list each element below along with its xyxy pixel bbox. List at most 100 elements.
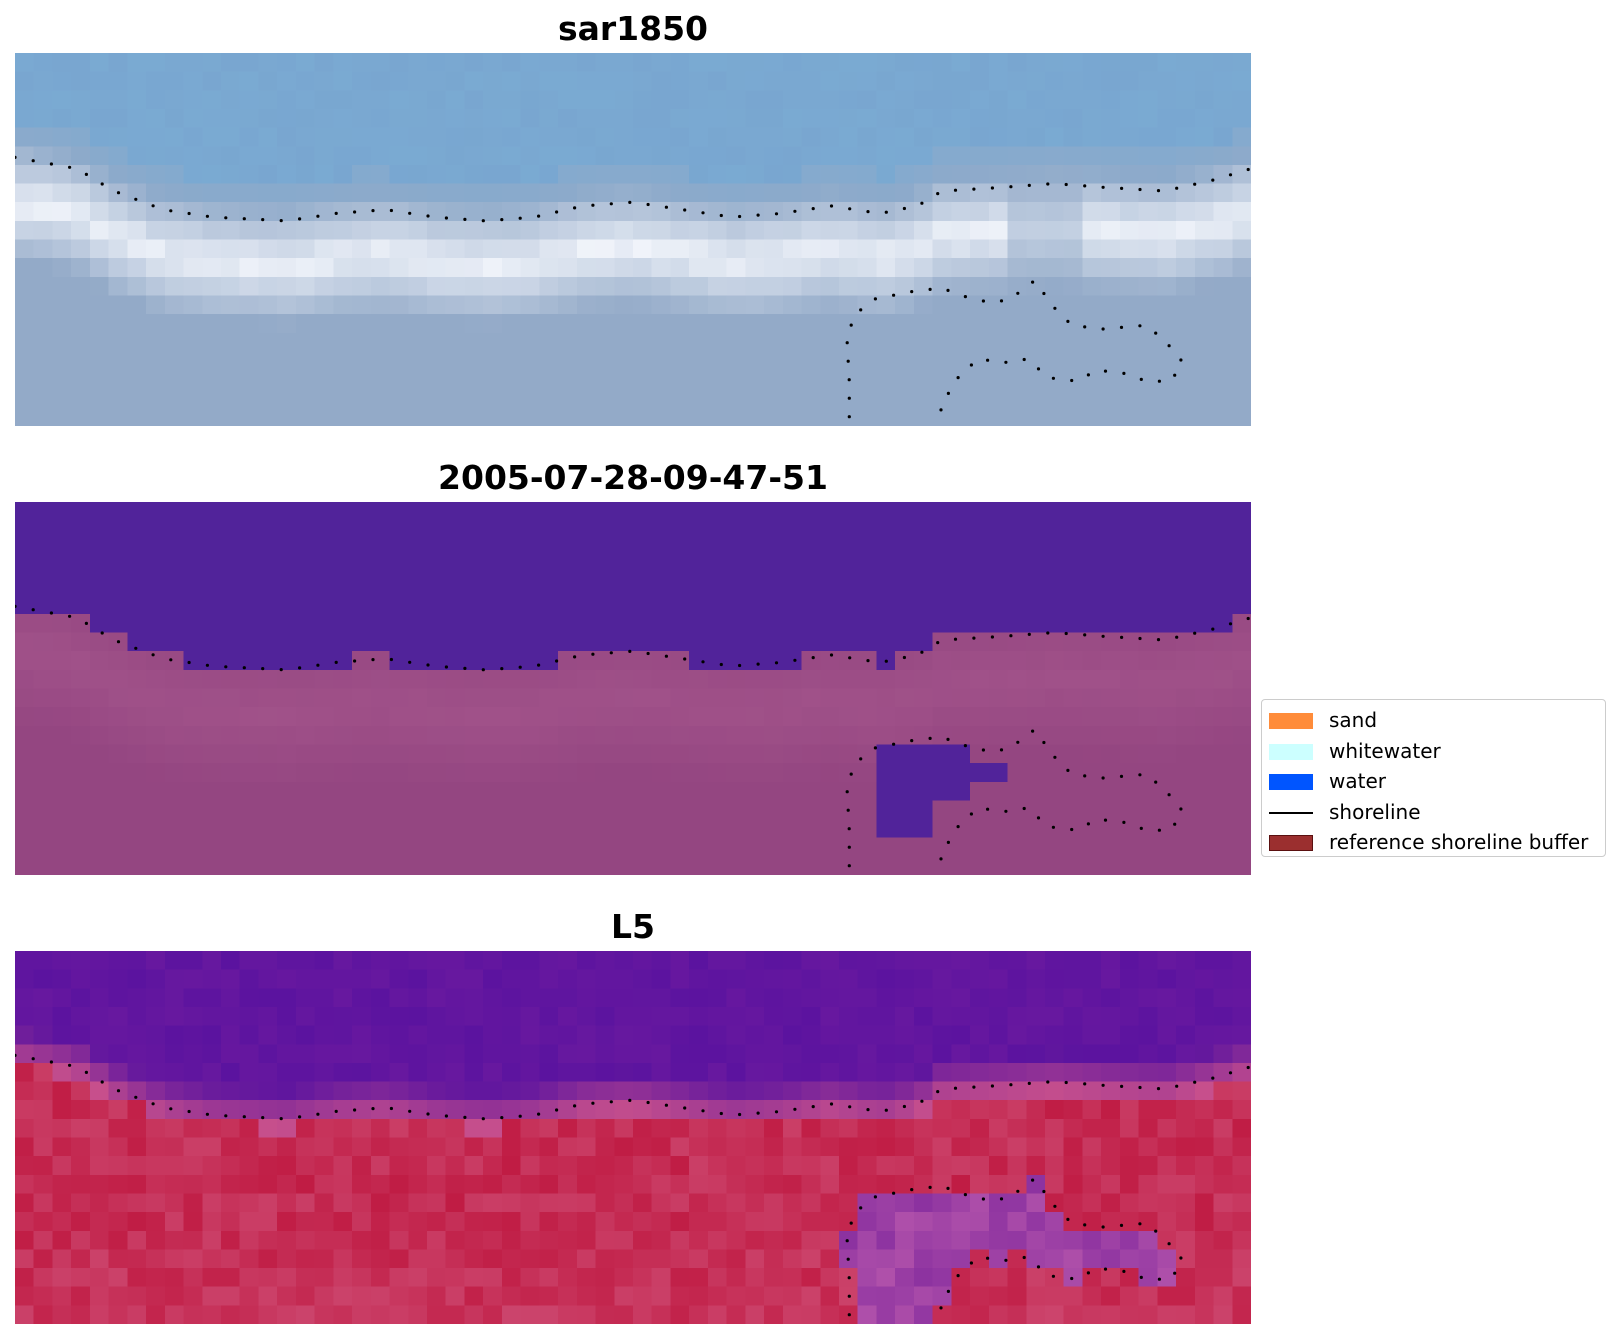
pixel-cell (127, 407, 147, 426)
shoreline-point (224, 665, 228, 669)
pixel-cell (352, 1305, 372, 1324)
pixel-cell (1045, 725, 1065, 746)
pixel-cell (876, 388, 896, 408)
pixel-cell (820, 1230, 840, 1250)
pixel-cell (670, 1062, 690, 1083)
pixel-cell (352, 763, 372, 783)
pixel-cell (857, 1062, 878, 1083)
pixel-cell (576, 576, 597, 596)
pixel-cell (202, 725, 222, 746)
pixel-cell (389, 856, 409, 875)
pixel-cell (1213, 1156, 1233, 1176)
shoreline-point (1173, 822, 1177, 826)
pixel-cell (651, 90, 672, 110)
pixel-cell (464, 988, 484, 1008)
pixel-cell (314, 613, 334, 634)
shoreline-point (1086, 822, 1090, 826)
pixel-cell (501, 1118, 522, 1139)
pixel-cell (1101, 856, 1121, 875)
pixel-cell (127, 183, 147, 203)
pixel-cell (558, 127, 578, 147)
pixel-cell (333, 1044, 353, 1064)
pixel-cell (221, 1137, 241, 1157)
pixel-cell (352, 1174, 372, 1195)
shoreline-point (537, 663, 541, 667)
pixel-cell (71, 744, 91, 764)
pixel-cell (1007, 239, 1027, 259)
pixel-cell (1007, 856, 1027, 875)
pixel-cell (614, 108, 634, 129)
pixel-cell (895, 520, 915, 540)
pixel-cell (445, 707, 466, 727)
pixel-cell (614, 164, 634, 185)
pixel-cell (1119, 725, 1140, 746)
pixel-cell (1176, 539, 1196, 559)
pixel-cell (314, 1081, 334, 1101)
pixel-cell (782, 951, 803, 971)
pixel-cell (445, 53, 466, 73)
pixel-cell (501, 1286, 522, 1306)
pixel-cell (221, 220, 241, 241)
pixel-cell (707, 613, 728, 634)
pixel-cell (108, 837, 128, 857)
pixel-cell (1119, 108, 1140, 129)
pixel-cell (408, 520, 428, 540)
pixel-cell (782, 613, 803, 634)
pixel-cell (520, 613, 540, 634)
pixel-cell (314, 258, 334, 278)
pixel-cell (857, 819, 878, 839)
pixel-cell (1138, 1249, 1158, 1269)
pixel-cell (558, 314, 578, 334)
pixel-cell (52, 669, 72, 690)
pixel-cell (89, 707, 110, 727)
pixel-cell (520, 239, 540, 259)
pixel-cell (71, 781, 91, 801)
pixel-cell (1213, 595, 1233, 615)
pixel-cell (1007, 744, 1027, 764)
pixel-cell (576, 725, 597, 746)
pixel-cell (614, 856, 634, 875)
pixel-cell (333, 295, 353, 315)
pixel-cell (633, 127, 653, 147)
pixel-cell (483, 1249, 503, 1269)
pixel-cell (501, 988, 522, 1008)
pixel-cell (988, 90, 1009, 110)
pixel-cell (71, 576, 91, 596)
pixel-cell (501, 1212, 522, 1232)
pixel-cell (1026, 239, 1046, 259)
pixel-cell (1063, 314, 1084, 334)
pixel-cell (183, 314, 203, 334)
pixel-cell (670, 669, 690, 690)
shoreline-point (1175, 1084, 1179, 1088)
pixel-cell (146, 819, 166, 839)
pixel-cell (595, 351, 615, 371)
pixel-cell (333, 800, 353, 820)
pixel-cell (127, 576, 147, 596)
pixel-cell (820, 595, 840, 615)
pixel-cell (464, 332, 484, 352)
pixel-cell (895, 1249, 915, 1269)
pixel-cell (33, 351, 54, 371)
pixel-cell (1063, 502, 1084, 522)
pixel-cell (389, 669, 409, 690)
pixel-cell (1101, 146, 1121, 166)
pixel-cell (576, 502, 597, 522)
pixel-cell (164, 1249, 185, 1269)
pixel-cell (146, 351, 166, 371)
pixel-cell (277, 1212, 297, 1232)
shoreline-point (1036, 816, 1041, 820)
shoreline-point (298, 666, 302, 670)
pixel-cell (1194, 856, 1215, 875)
pixel-cell (389, 1006, 409, 1027)
pixel-cell (539, 539, 559, 559)
pixel-cell (464, 651, 484, 671)
pixel-cell (427, 1100, 447, 1120)
pixel-cell (483, 1212, 503, 1232)
pixel-cell (1213, 239, 1233, 259)
pixel-cell (857, 314, 878, 334)
pixel-cell (258, 520, 278, 540)
pixel-cell (1063, 1118, 1084, 1139)
pixel-cell (483, 725, 503, 746)
shoreline-point (1122, 1269, 1126, 1273)
pixel-cell (1082, 632, 1102, 652)
